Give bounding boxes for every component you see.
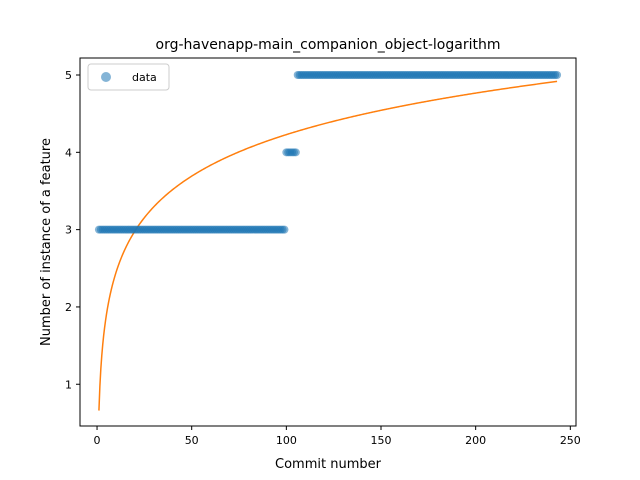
x-axis-label: Commit number <box>275 457 382 472</box>
legend-label-data: data <box>132 71 157 84</box>
x-tick-label: 250 <box>560 434 581 447</box>
y-axis-label: Number of instance of a feature <box>39 138 54 346</box>
x-tick-label: 100 <box>276 434 297 447</box>
y-tick-label: 5 <box>65 69 72 82</box>
x-tick-label: 50 <box>185 434 199 447</box>
axes-frame <box>79 57 577 427</box>
y-axis-ticks: 1 2 3 4 5 <box>65 69 80 391</box>
data-point <box>280 225 289 234</box>
data-point <box>553 71 562 80</box>
data-point <box>291 148 300 157</box>
data-points-layer <box>94 71 562 234</box>
legend: data <box>87 63 170 91</box>
y-tick-label: 4 <box>65 146 72 159</box>
plot-area <box>94 71 562 411</box>
x-axis-ticks: 0 50 100 150 200 250 <box>94 426 581 447</box>
chart-title: org-havenapp-main_companion_object-logar… <box>156 37 501 53</box>
y-tick-label: 3 <box>65 224 72 237</box>
log-fit-line <box>98 80 558 411</box>
x-tick-label: 0 <box>94 434 101 447</box>
y-tick-label: 1 <box>65 378 72 391</box>
fit-line-layer <box>98 80 558 411</box>
legend-box <box>87 63 170 91</box>
legend-marker-data <box>101 72 111 82</box>
y-tick-label: 2 <box>65 301 72 314</box>
x-tick-label: 150 <box>371 434 392 447</box>
x-tick-label: 200 <box>465 434 486 447</box>
